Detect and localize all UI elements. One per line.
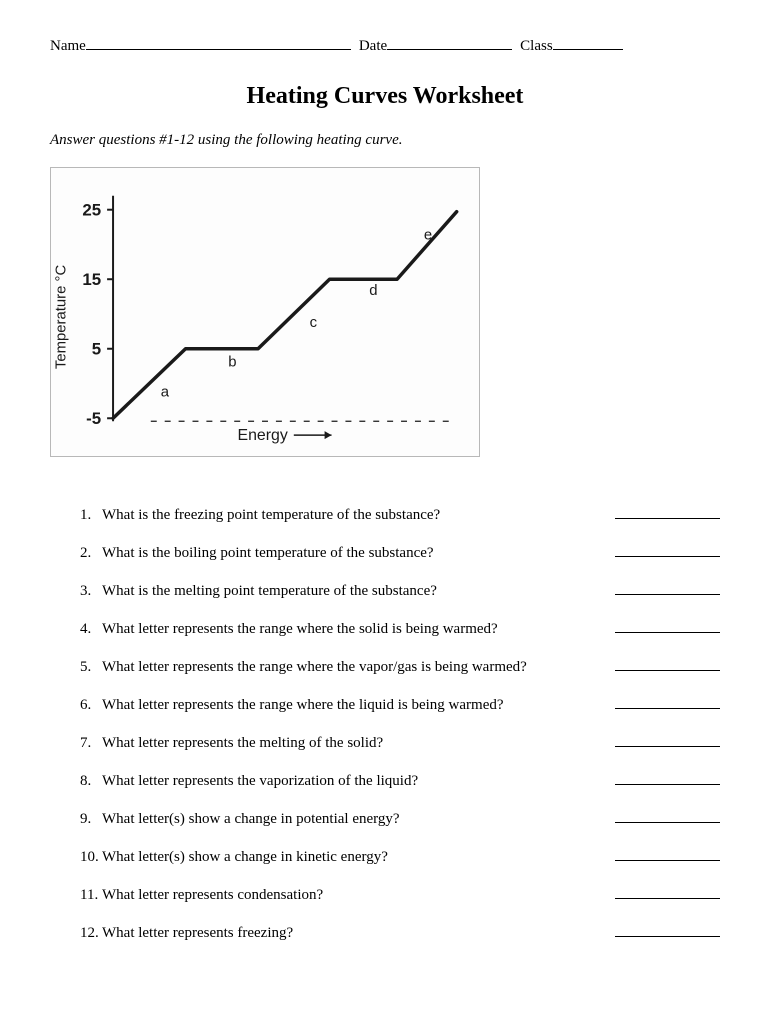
answer-blank[interactable] <box>615 925 720 937</box>
question-number: 4. <box>80 621 102 638</box>
answer-blank[interactable] <box>615 697 720 709</box>
svg-text:Energy: Energy <box>238 427 288 444</box>
date-blank[interactable] <box>387 36 512 50</box>
svg-text:Temperature °C: Temperature °C <box>53 265 69 370</box>
answer-blank[interactable] <box>615 811 720 823</box>
question-text: What letter represents the vaporization … <box>102 773 597 790</box>
heating-curve-chart: -5 5 15 25 Temperature °C a b c d e Energy <box>50 167 480 457</box>
answer-blank[interactable] <box>615 621 720 633</box>
answer-blank[interactable] <box>615 545 720 557</box>
question-row: 10.What letter(s) show a change in kinet… <box>80 849 720 866</box>
answer-blank[interactable] <box>615 659 720 671</box>
question-number: 9. <box>80 811 102 828</box>
question-row: 6.What letter represents the range where… <box>80 697 720 714</box>
question-text: What letter represents freezing? <box>102 925 597 942</box>
answer-blank[interactable] <box>615 849 720 861</box>
questions-list: 1.What is the freezing point temperature… <box>50 507 720 942</box>
question-text: What letter represents the range where t… <box>102 659 597 676</box>
svg-text:a: a <box>161 384 170 400</box>
svg-text:d: d <box>369 283 377 299</box>
answer-blank[interactable] <box>615 887 720 899</box>
question-row: 9.What letter(s) show a change in potent… <box>80 811 720 828</box>
header-fields: Name Date Class <box>50 36 720 55</box>
chart-svg: -5 5 15 25 Temperature °C a b c d e Energy <box>51 168 479 456</box>
name-blank[interactable] <box>86 36 351 50</box>
question-text: What is the melting point temperature of… <box>102 583 597 600</box>
answer-blank[interactable] <box>615 507 720 519</box>
question-text: What letter(s) show a change in potentia… <box>102 811 597 828</box>
question-text: What letter represents condensation? <box>102 887 597 904</box>
question-number: 5. <box>80 659 102 676</box>
class-label: Class <box>520 38 553 55</box>
svg-text:b: b <box>228 355 236 371</box>
question-row: 8.What letter represents the vaporizatio… <box>80 773 720 790</box>
date-label: Date <box>359 38 387 55</box>
answer-blank[interactable] <box>615 583 720 595</box>
svg-text:c: c <box>310 315 318 331</box>
question-text: What letter(s) show a change in kinetic … <box>102 849 597 866</box>
question-text: What letter represents the range where t… <box>102 621 597 638</box>
question-text: What is the boiling point temperature of… <box>102 545 597 562</box>
question-number: 8. <box>80 773 102 790</box>
question-row: 12.What letter represents freezing? <box>80 925 720 942</box>
question-row: 5.What letter represents the range where… <box>80 659 720 676</box>
question-number: 2. <box>80 545 102 562</box>
question-text: What letter represents the range where t… <box>102 697 597 714</box>
instructions-text: Answer questions #1-12 using the followi… <box>50 132 720 149</box>
page-title: Heating Curves Worksheet <box>50 83 720 110</box>
question-row: 3.What is the melting point temperature … <box>80 583 720 600</box>
question-row: 4.What letter represents the range where… <box>80 621 720 638</box>
svg-text:25: 25 <box>82 201 101 220</box>
answer-blank[interactable] <box>615 735 720 747</box>
answer-blank[interactable] <box>615 773 720 785</box>
question-number: 10. <box>80 849 102 866</box>
question-number: 6. <box>80 697 102 714</box>
question-number: 11. <box>80 887 102 904</box>
question-number: 12. <box>80 925 102 942</box>
svg-text:15: 15 <box>82 270 101 289</box>
question-row: 1.What is the freezing point temperature… <box>80 507 720 524</box>
question-text: What is the freezing point temperature o… <box>102 507 597 524</box>
question-row: 7.What letter represents the melting of … <box>80 735 720 752</box>
question-row: 11.What letter represents condensation? <box>80 887 720 904</box>
svg-text:e: e <box>424 228 432 244</box>
class-blank[interactable] <box>553 36 623 50</box>
question-text: What letter represents the melting of th… <box>102 735 597 752</box>
question-number: 1. <box>80 507 102 524</box>
question-number: 3. <box>80 583 102 600</box>
svg-text:-5: -5 <box>86 409 101 428</box>
question-row: 2.What is the boiling point temperature … <box>80 545 720 562</box>
name-label: Name <box>50 38 86 55</box>
question-number: 7. <box>80 735 102 752</box>
svg-text:5: 5 <box>92 340 101 359</box>
